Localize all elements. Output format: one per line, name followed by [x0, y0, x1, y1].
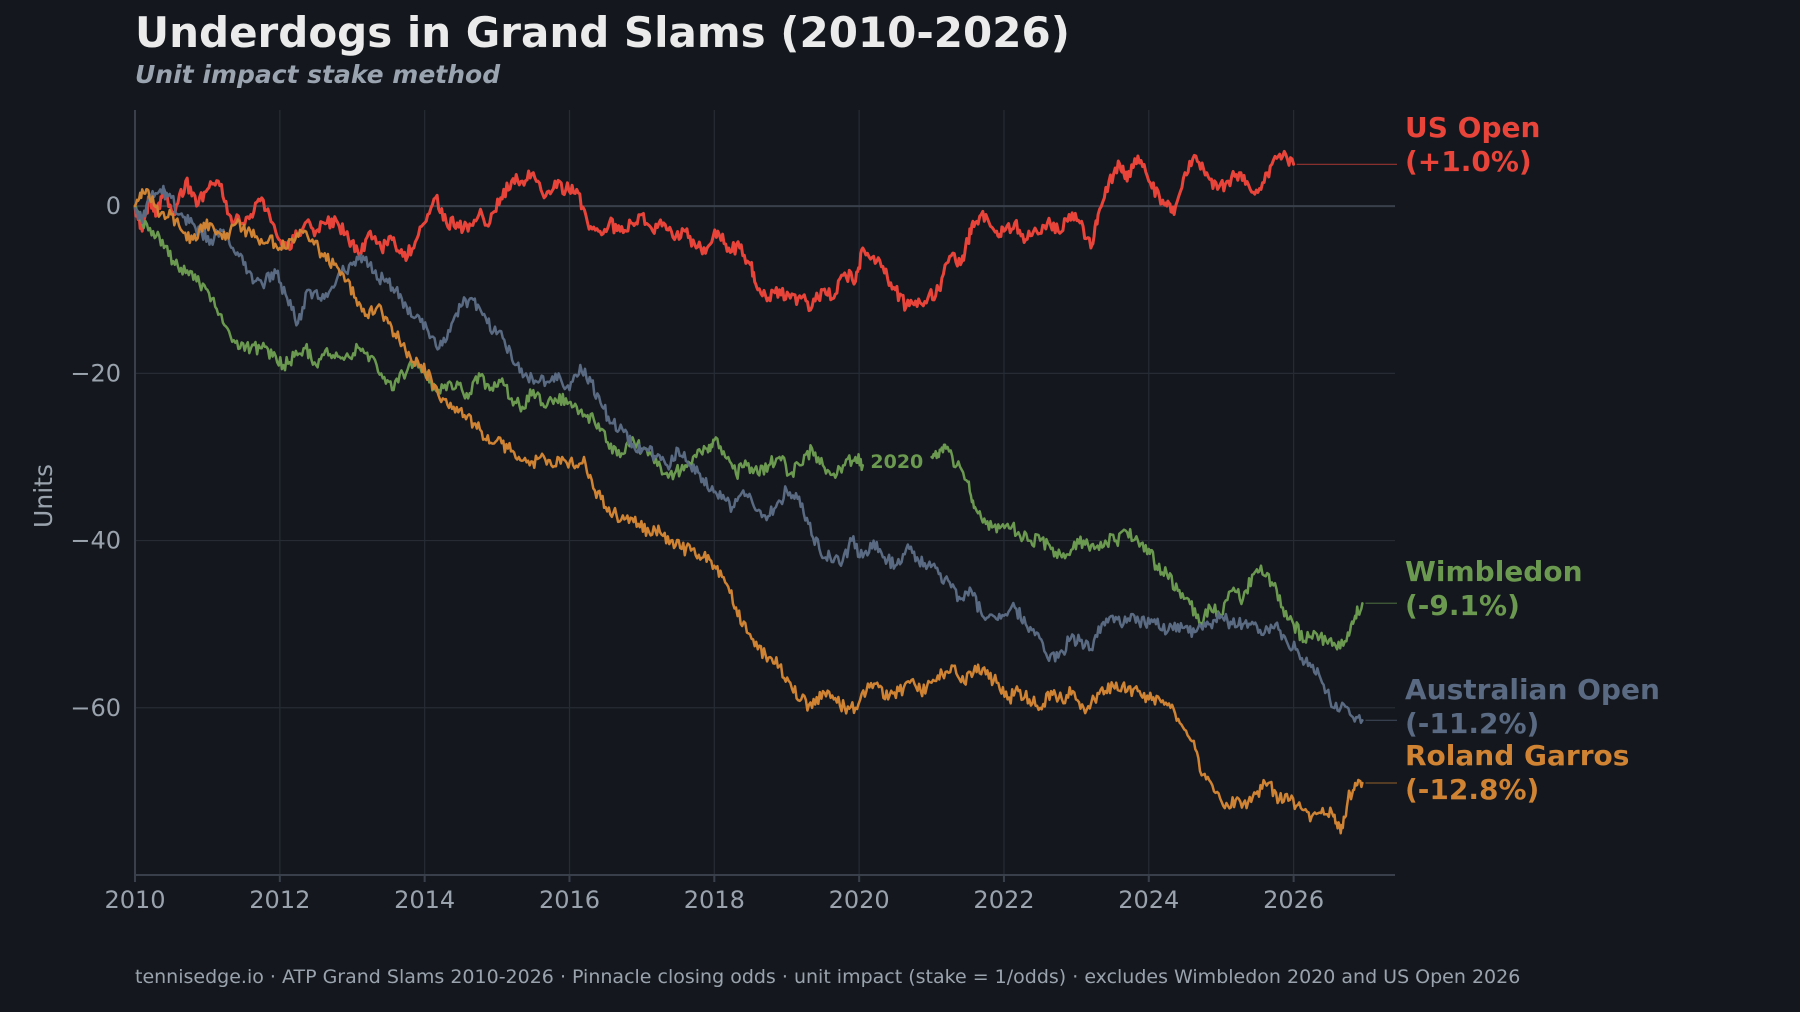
x-tick-label: 2014: [394, 886, 455, 914]
series-name-label: US Open: [1405, 111, 1540, 144]
annotation-label: 2020: [870, 451, 923, 473]
x-tick-label: 2010: [104, 886, 165, 914]
chart-footer: tennisedge.io · ATP Grand Slams 2010-202…: [135, 966, 1520, 988]
x-tick-label: 2022: [973, 886, 1034, 914]
x-tick-label: 2018: [684, 886, 745, 914]
series-line-us-open: [133, 149, 1296, 313]
x-tick-label: 2026: [1263, 886, 1324, 914]
x-tick-label: 2020: [829, 886, 890, 914]
series-roi-label: (-11.2%): [1405, 707, 1539, 740]
series-name-label: Australian Open: [1405, 673, 1660, 706]
series-name-label: Roland Garros: [1405, 739, 1629, 772]
x-tick-label: 2012: [249, 886, 310, 914]
y-tick-label: −40: [70, 527, 121, 555]
chart-subtitle: Unit impact stake method: [135, 60, 501, 89]
axes: 2010 2012 2014 2016 2018 2020 2022 2024 2026 0 −20…: [70, 110, 1395, 914]
series-line-wimbledon: [133, 204, 1364, 651]
series-lines: [133, 149, 1364, 835]
series-line-australian-open: [133, 184, 1364, 725]
series-name-label: Wimbledon: [1405, 555, 1583, 588]
series-roi-label: (-12.8%): [1405, 773, 1539, 806]
x-tick-label: 2024: [1118, 886, 1179, 914]
series-line-roland-garros: [133, 188, 1364, 835]
x-tick-label: 2016: [539, 886, 600, 914]
chart-title: Underdogs in Grand Slams (2010-2026): [135, 8, 1070, 57]
y-tick-label: 0: [106, 192, 121, 220]
series-roi-label: (+1.0%): [1405, 145, 1532, 178]
series-roi-label: (-9.1%): [1405, 589, 1520, 622]
y-tick-label: −20: [70, 359, 121, 387]
series-end-labels: US Open(+1.0%) Wimbledon(-9.1%) Australian…: [870, 111, 1660, 806]
y-axis-label: Units: [29, 464, 58, 528]
y-tick-label: −60: [70, 694, 121, 722]
